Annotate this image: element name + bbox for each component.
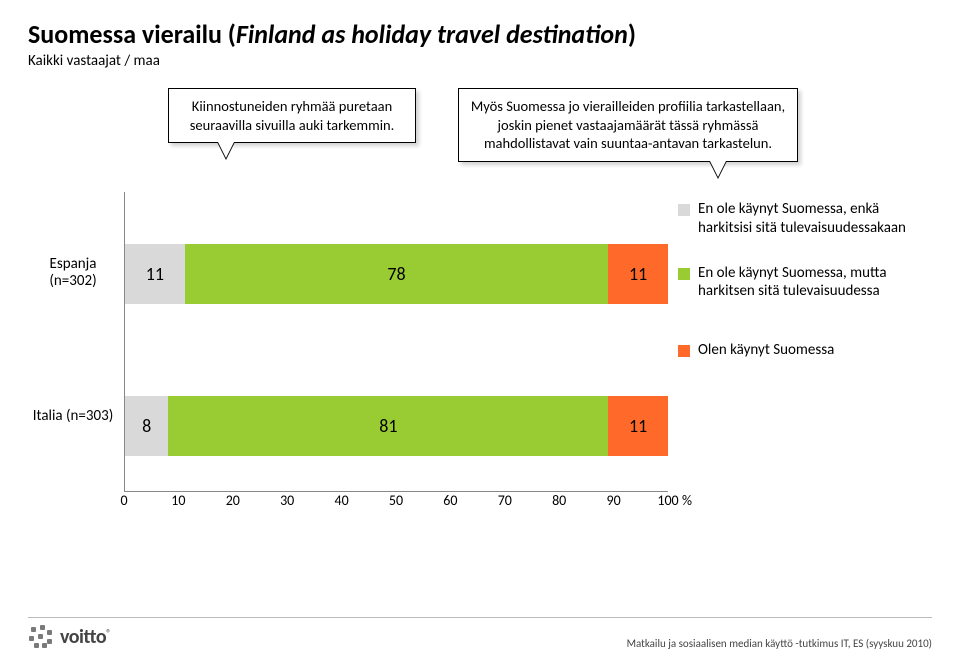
- chart-legend: En ole käynyt Suomessa, enkä harkitsisi …: [668, 192, 928, 522]
- legend-swatch-icon: [678, 345, 690, 357]
- footer-credit: Matkailu ja sosiaalisen median käyttö -t…: [627, 637, 932, 650]
- legend-label: Olen käynyt Suomessa: [698, 341, 834, 360]
- logo: voitto®: [28, 624, 111, 650]
- chart-xtick: 30: [280, 492, 294, 509]
- chart-xunit: %: [682, 492, 692, 509]
- chart-xtick: 20: [226, 492, 240, 509]
- chart-bar-segment: 11: [608, 244, 668, 304]
- registered-icon: ®: [106, 627, 111, 640]
- callout-left-text: Kiinnostuneiden ryhmää puretaan seuraavi…: [190, 97, 395, 134]
- legend-label: En ole käynyt Suomessa, mutta harkitsen …: [698, 264, 928, 302]
- chart-bar-row: 117811: [125, 244, 668, 304]
- chart-xtick: 50: [389, 492, 403, 509]
- chart-bar-segment: 11: [608, 396, 668, 456]
- chart-bar-segment: 8: [125, 396, 168, 456]
- chart-plot-area: 11781188111: [124, 192, 668, 492]
- chart-xtick: 0: [120, 492, 127, 509]
- callout-right: Myös Suomessa jo vierailleiden profiilia…: [458, 88, 798, 162]
- callouts: Kiinnostuneiden ryhmää puretaan seuraavi…: [28, 88, 932, 186]
- chart-xtick: 60: [443, 492, 457, 509]
- logo-icon: [28, 624, 54, 650]
- chart: 11781188111 0102030405060708090100% Espa…: [28, 192, 932, 522]
- callout-pointer-icon: [217, 140, 235, 158]
- legend-swatch-icon: [678, 268, 690, 280]
- chart-bar-segment: 81: [168, 396, 608, 456]
- chart-bar-segment: 11: [125, 244, 185, 304]
- chart-legend-item: En ole käynyt Suomessa, mutta harkitsen …: [678, 264, 928, 302]
- title-italic: Finland as holiday travel destination: [236, 18, 628, 50]
- logo-text: voitto: [60, 625, 106, 649]
- legend-label: En ole käynyt Suomessa, enkä harkitsisi …: [698, 200, 928, 238]
- title-prefix: Suomessa vierailu (: [28, 18, 236, 50]
- legend-swatch-icon: [678, 204, 690, 216]
- chart-row-label: Espanja (n=302): [28, 256, 118, 291]
- chart-xtick: 100: [657, 492, 678, 509]
- page-root: Suomessa vierailu (Finland as holiday tr…: [0, 0, 960, 664]
- chart-bar-segment: 78: [185, 244, 609, 304]
- page-title: Suomessa vierailu (Finland as holiday tr…: [28, 18, 932, 50]
- chart-xtick: 90: [606, 492, 620, 509]
- chart-xtick: 10: [171, 492, 185, 509]
- callout-left: Kiinnostuneiden ryhmää puretaan seuraavi…: [168, 88, 416, 143]
- chart-xtick: 70: [498, 492, 512, 509]
- chart-legend-item: Olen käynyt Suomessa: [678, 341, 928, 360]
- chart-legend-item: En ole käynyt Suomessa, enkä harkitsisi …: [678, 200, 928, 238]
- chart-row-label: Italia (n=303): [28, 408, 118, 425]
- callout-right-text: Myös Suomessa jo vierailleiden profiilia…: [471, 97, 785, 152]
- chart-xtick: 40: [334, 492, 348, 509]
- chart-x-axis: 0102030405060708090100%: [124, 492, 668, 522]
- chart-bar-row: 88111: [125, 396, 668, 456]
- page-footer: voitto® Matkailu ja sosiaalisen median k…: [28, 617, 932, 650]
- chart-plot: 11781188111 0102030405060708090100% Espa…: [28, 192, 668, 522]
- page-subtitle: Kaikki vastaajat / maa: [28, 52, 932, 70]
- callout-pointer-icon: [709, 159, 727, 177]
- title-suffix: ): [628, 18, 636, 50]
- chart-xtick: 80: [552, 492, 566, 509]
